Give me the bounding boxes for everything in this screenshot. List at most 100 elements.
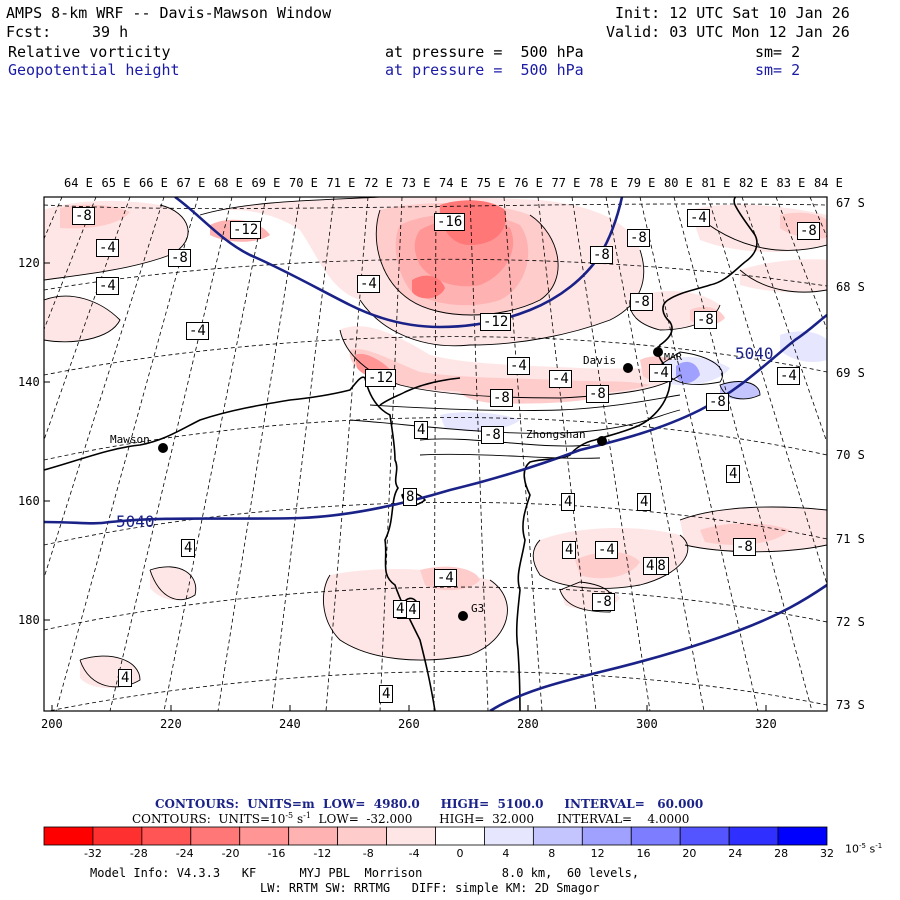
- colorbar-bin: [777, 826, 828, 846]
- vorticity-contour-legend: CONTOURS: UNITS=10-5 s-1 LOW= -32.000 HI…: [132, 811, 690, 826]
- lon-label: 79 E: [626, 176, 656, 190]
- lon-label: 72 E: [364, 176, 393, 190]
- vorticity-contour-label: 4: [414, 421, 429, 439]
- vorticity-contour-label: -8: [72, 207, 95, 225]
- colorbar-bin: [728, 826, 779, 846]
- station-mawson-dot: [158, 443, 168, 453]
- colorbar-label: 20: [682, 847, 697, 860]
- lon-label: 67 E: [176, 176, 206, 190]
- plateau-contours: [419, 438, 601, 459]
- vorticity-contour-label: -16: [434, 213, 466, 231]
- vorticity-contour-label: -4: [357, 275, 380, 293]
- station-label-g3: G3: [471, 602, 485, 615]
- stations: [158, 347, 663, 621]
- field1-level: at pressure = 500 hPa: [385, 43, 584, 61]
- vorticity-contour-label: -4: [96, 239, 119, 257]
- vorticity-contour-label: -8: [706, 393, 729, 411]
- bottom-grid-label: 280: [517, 717, 539, 731]
- colorbar-label: 32: [820, 847, 834, 860]
- vorticity-contour-label: -4: [777, 367, 800, 385]
- vorticity-contour-label: -8: [590, 246, 613, 264]
- colorbar-bin: [630, 826, 681, 846]
- colorbar-bin: [679, 826, 730, 846]
- vorticity-contour-label: -4: [595, 541, 618, 559]
- lon-label: 66 E: [139, 176, 168, 190]
- colorbar-label: 0: [456, 847, 464, 860]
- vorticity-contour-label: -8: [630, 293, 653, 311]
- lon-label: 74 E: [439, 176, 468, 190]
- lat-label: 69 S: [836, 366, 865, 380]
- forecast-label: Fcst:: [6, 23, 52, 41]
- lon-label: 76 E: [514, 176, 543, 190]
- vorticity-contour-label: -4: [434, 569, 457, 587]
- vorticity-contour-label: 4: [726, 465, 741, 483]
- vorticity-contour-label: -4: [549, 370, 572, 388]
- colorbar-label: 16: [636, 847, 651, 860]
- station-label-zhongshan: Zhongshan: [526, 428, 586, 441]
- vorticity-contour-label: 4: [393, 600, 408, 618]
- lon-label: 80 E: [664, 176, 693, 190]
- field2-smooth: sm= 2: [755, 61, 801, 79]
- lat-label: 67 S: [836, 196, 865, 210]
- field1-smooth: sm= 2: [755, 43, 801, 61]
- station-label-mar: MAR: [664, 352, 683, 363]
- vorticity-contour-label: -4: [687, 209, 710, 227]
- positive-vorticity-shading: [440, 331, 827, 432]
- model-info-line1: Model Info: V4.3.3 KF MYJ PBL Morrison 8…: [90, 866, 640, 880]
- model-info-line2: LW: RRTM SW: RRTMG DIFF: simple KM: 2D S…: [260, 881, 600, 895]
- station-g3-dot: [458, 611, 468, 621]
- colorbar-bin: [43, 826, 94, 846]
- vorticity-contour-label: -4: [96, 277, 119, 295]
- vorticity-contour-label: -8: [168, 249, 191, 267]
- plot-title: AMPS 8-km WRF -- Davis-Mawson Window: [6, 4, 332, 22]
- vorticity-contour-label: 4: [562, 541, 577, 559]
- vorticity-contour-label: -4: [186, 322, 209, 340]
- lon-label: 77 E: [551, 176, 581, 190]
- station-label-davis: Davis: [583, 354, 617, 367]
- field1-name: Relative vorticity: [8, 43, 171, 61]
- colorbar-label: 12: [590, 847, 605, 860]
- lat-label: 70 S: [836, 448, 865, 462]
- colorbar-bin: [190, 826, 241, 846]
- lon-label: 64 E: [64, 176, 93, 190]
- colorbar-bin: [92, 826, 143, 846]
- colorbar-label: -32: [83, 847, 102, 860]
- lon-label: 81 E: [701, 176, 731, 190]
- left-grid-label: 120: [18, 256, 40, 270]
- height-contour-legend: CONTOURS: UNITS=m LOW= 4980.0 HIGH= 5100…: [155, 797, 704, 811]
- lon-label: 83 E: [776, 176, 806, 190]
- valid-time: Valid: 03 UTC Mon 12 Jan 26: [606, 23, 850, 41]
- map-frame: [43, 196, 828, 712]
- station-davis-dot: [623, 363, 633, 373]
- left-grid-label: 180: [18, 613, 40, 627]
- vorticity-contour-label: 4: [643, 557, 658, 575]
- lat-label: 71 S: [836, 532, 865, 546]
- lat-label: 73 S: [836, 698, 865, 712]
- colorbar-label: 28: [774, 847, 789, 860]
- colorbar-label: -16: [267, 847, 286, 860]
- colorbar-label: -8: [362, 847, 374, 860]
- vorticity-contour-label: -12: [480, 313, 512, 331]
- lon-label: 69 E: [251, 176, 281, 190]
- vorticity-contour-label: -8: [490, 389, 513, 407]
- bottom-grid-label: 260: [398, 717, 420, 731]
- vorticity-contour-label: -8: [586, 385, 609, 403]
- vorticity-contour-label: -8: [733, 538, 756, 556]
- vorticity-shading: [44, 197, 827, 689]
- forecast-hours: 39 h: [92, 23, 129, 41]
- station-label-mawson: Mawson: [110, 433, 150, 446]
- left-grid-label: 140: [18, 375, 40, 389]
- colorbar-bin: [581, 826, 632, 846]
- lon-label: 71 E: [326, 176, 356, 190]
- lon-label: 73 E: [401, 176, 431, 190]
- colorbar-bin: [337, 826, 387, 846]
- vorticity-contour-label: -4: [507, 357, 530, 375]
- coastline: [44, 197, 758, 711]
- colorbar-bin: [386, 826, 436, 846]
- colorbar-bin: [532, 826, 583, 846]
- vorticity-contour-label: 4: [181, 539, 196, 557]
- lon-label: 65 E: [101, 176, 131, 190]
- lon-label: 84 E: [814, 176, 843, 190]
- axis-ticks: [44, 262, 767, 711]
